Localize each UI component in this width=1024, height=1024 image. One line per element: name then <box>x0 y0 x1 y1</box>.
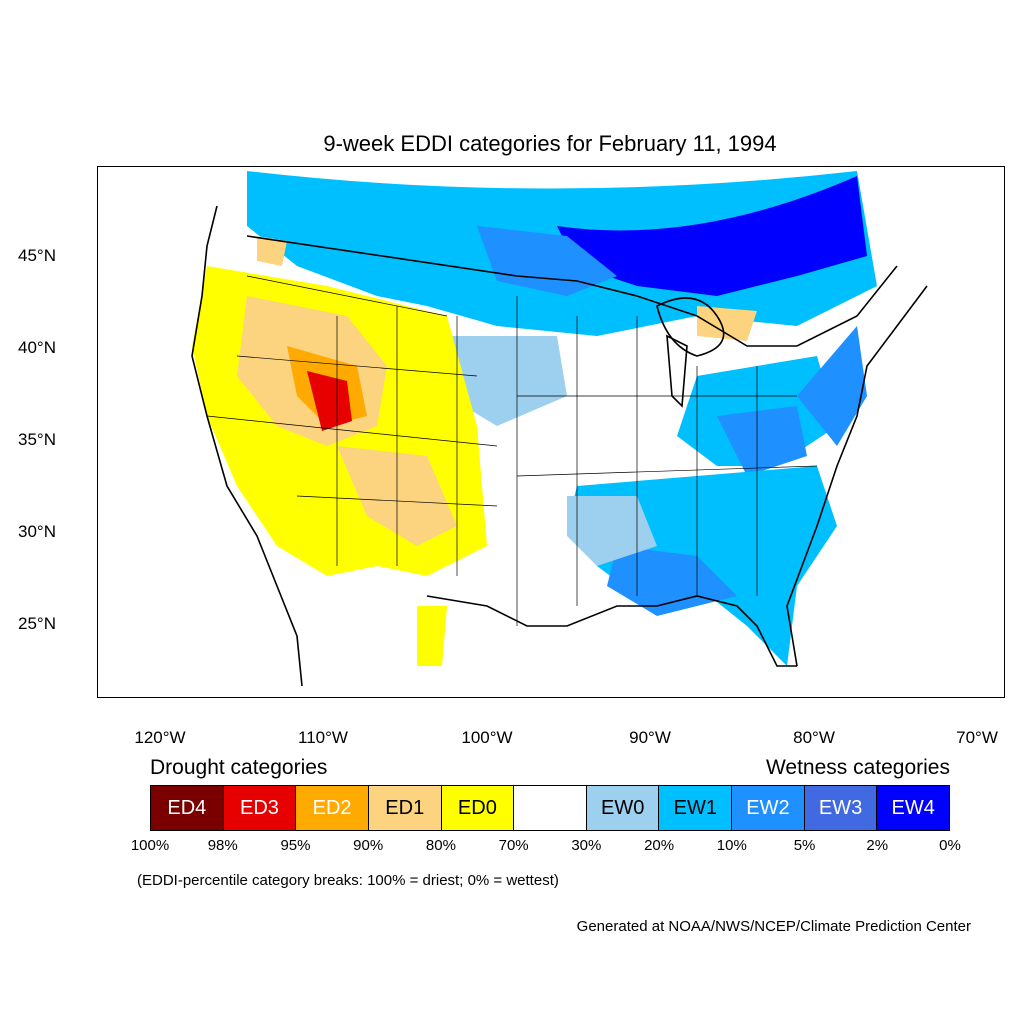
legend-swatch-ew2: EW2 <box>732 786 805 830</box>
lat-label-35: 35°N <box>18 430 56 449</box>
legend-break-label: 20% <box>644 837 675 854</box>
category-legend: ED4 ED3 ED2 ED1 ED0 EW0 EW1 EW2 EW3 EW4 <box>150 785 950 831</box>
eddi-map <box>97 166 1005 698</box>
lon-label-90: 90°W <box>629 728 671 747</box>
legend-break-label: 2% <box>866 837 889 854</box>
dry-pacific-nw <box>257 236 287 266</box>
dry-texas <box>417 606 447 666</box>
legend-break-label: 0% <box>939 837 961 854</box>
lon-label-80: 80°W <box>793 728 835 747</box>
dry-red-core <box>307 371 352 431</box>
lat-label-40: 40°N <box>18 338 56 357</box>
lon-label-100: 100°W <box>461 728 513 747</box>
legend-swatch-ed0: ED0 <box>441 786 515 830</box>
west-coast <box>191 205 303 687</box>
lat-label-25: 25°N <box>18 614 56 633</box>
wet-plains <box>447 336 567 426</box>
break-note: (EDDI-percentile category breaks: 100% =… <box>137 872 559 889</box>
legend-break-label: 95% <box>280 837 311 854</box>
legend-break-label: 98% <box>207 837 238 854</box>
lat-label-30: 30°N <box>18 522 56 541</box>
legend-break-label: 70% <box>498 837 529 854</box>
map-title: 9-week EDDI categories for February 11, … <box>323 131 777 156</box>
legend-swatch-ew0: EW0 <box>586 786 660 830</box>
legend-swatch-ed1: ED1 <box>368 786 442 830</box>
drought-heading: Drought categories <box>150 756 328 779</box>
coastlines <box>191 205 928 687</box>
lon-label-70: 70°W <box>956 728 998 747</box>
legend-swatch-ew4: EW4 <box>877 786 950 830</box>
wet-atlantic <box>797 326 867 446</box>
dry-great-lakes <box>697 306 757 341</box>
legend-swatch-ed4: ED4 <box>151 786 224 830</box>
legend-break-label: 80% <box>425 837 456 854</box>
legend-break-label: 90% <box>353 837 384 854</box>
lon-label-110: 110°W <box>298 728 348 747</box>
gulf-coast <box>426 595 797 667</box>
legend-break-label: 5% <box>793 837 816 854</box>
legend-break-label: 10% <box>716 837 747 854</box>
legend-swatch-ew3: EW3 <box>804 786 878 830</box>
wetness-heading: Wetness categories <box>765 756 950 779</box>
credit-text: Generated at NOAA/NWS/NCEP/Climate Predi… <box>576 918 971 935</box>
canada-border <box>246 235 898 347</box>
legend-swatch-ed3: ED3 <box>223 786 297 830</box>
lake-michigan <box>666 334 688 408</box>
legend-swatch-ew1: EW1 <box>659 786 733 830</box>
legend-break-label: 100% <box>130 837 170 854</box>
state-borders <box>206 275 818 626</box>
wet-north-core <box>557 176 867 296</box>
legend-swatch-ed2: ED2 <box>296 786 369 830</box>
legend-break-label: 30% <box>571 837 602 854</box>
wet-deep-south-light <box>567 496 657 566</box>
lat-label-45: 45°N <box>18 246 56 265</box>
wet-appalachia <box>717 406 807 476</box>
legend-swatch-neutral <box>514 786 587 830</box>
wet-northeast <box>477 226 617 296</box>
lon-label-120: 120°W <box>134 728 186 747</box>
east-coast <box>786 285 928 667</box>
